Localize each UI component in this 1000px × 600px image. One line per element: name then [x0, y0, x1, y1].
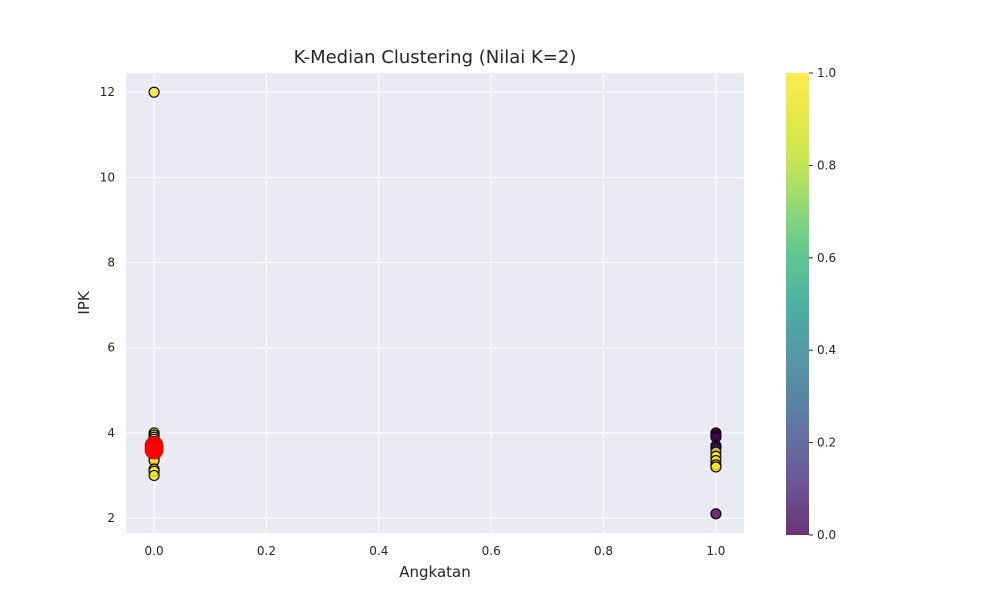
colorbar-tick-label: 0.0 [817, 528, 836, 542]
data-point [148, 469, 160, 482]
cluster-center [144, 440, 164, 460]
x-axis-label: Angkatan [399, 563, 470, 581]
data-point [710, 461, 722, 473]
y-tick-label: 2 [107, 511, 115, 525]
x-tick-labels: 0.0 0.2 0.4 0.6 0.8 1.0 [145, 544, 726, 558]
y-tick-labels: 2 4 6 8 10 12 [100, 85, 115, 525]
chart-title: K-Median Clustering (Nilai K=2) [294, 47, 577, 68]
colorbar [786, 73, 809, 535]
plot-area [126, 73, 744, 533]
x-tick-label: 0.4 [369, 544, 388, 558]
y-tick-label: 12 [100, 85, 115, 99]
grid [126, 73, 744, 533]
x-tick-label: 1.0 [706, 544, 725, 558]
y-tick-label: 4 [107, 426, 115, 440]
colorbar-tick-label: 0.4 [817, 343, 836, 357]
colorbar-tick-label: 0.6 [817, 251, 836, 265]
data-point [148, 86, 160, 98]
y-tick-label: 10 [100, 170, 115, 184]
x-tick-label: 0.6 [482, 544, 501, 558]
colorbar-tick-label: 0.8 [817, 158, 836, 172]
colorbar-ticks: 0.0 0.2 0.4 0.6 0.8 1.0 [809, 66, 836, 542]
y-tick-label: 8 [107, 256, 115, 270]
x-tick-label: 0.0 [145, 544, 164, 558]
colorbar-tick-label: 0.2 [817, 436, 836, 450]
y-tick-label: 6 [107, 341, 115, 355]
data-point [710, 508, 722, 520]
x-tick-label: 0.2 [257, 544, 276, 558]
x-tick-label: 0.8 [594, 544, 613, 558]
colorbar-tick-label: 1.0 [817, 66, 836, 80]
cluster-centers [144, 436, 164, 460]
y-axis-label: IPK [75, 290, 93, 314]
